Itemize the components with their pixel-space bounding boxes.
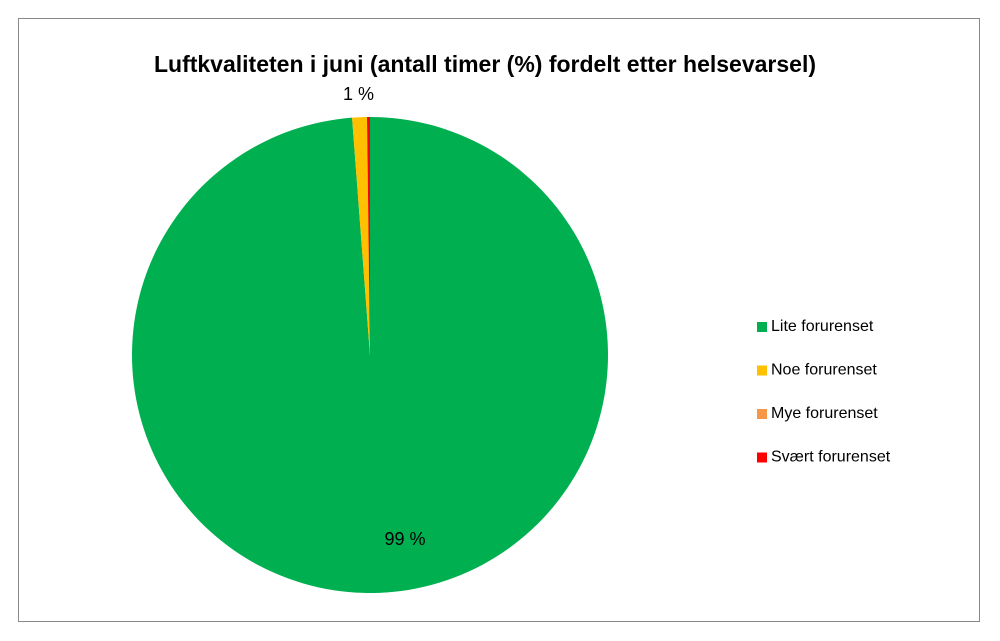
legend-swatch	[757, 409, 767, 419]
chart-title: Luftkvaliteten i juni (antall timer (%) …	[153, 51, 817, 77]
pie-slice	[131, 117, 608, 593]
data-label: 1 %	[343, 84, 374, 104]
legend-swatch	[757, 365, 767, 376]
legend-swatch	[757, 452, 767, 463]
legend-swatch	[757, 322, 767, 332]
legend-label: Svært forurenset	[771, 449, 891, 466]
pie-slice	[352, 117, 370, 355]
data-label: 99 %	[384, 529, 425, 549]
pie-slice	[367, 117, 370, 355]
legend-label: Noe forurenset	[771, 362, 877, 379]
legend-label: Mye forurenset	[771, 405, 878, 422]
legend-label: Lite forurenset	[771, 318, 874, 335]
